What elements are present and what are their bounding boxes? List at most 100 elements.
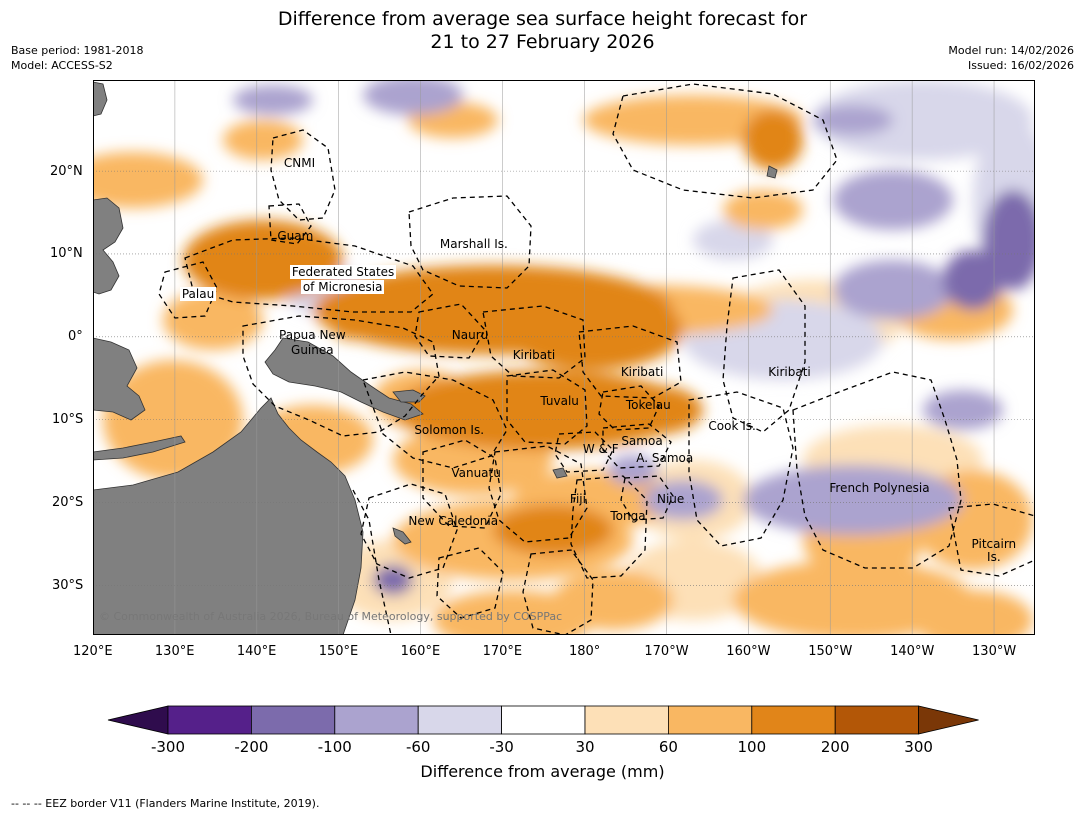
- anomaly-blob: [913, 590, 1033, 635]
- lon-tick-label: 170°E: [482, 644, 523, 659]
- place-label: Tuvalu: [540, 394, 579, 409]
- place-label: Pitcairn: [971, 536, 1017, 551]
- lon-tick-label: 180°: [568, 644, 601, 659]
- eez-marshall: [408, 195, 532, 289]
- colorbar-cell: [501, 705, 586, 735]
- anomaly-blob: [643, 480, 723, 520]
- meta-right: Model run: 14/02/2026 Issued: 16/02/2026: [948, 43, 1074, 73]
- lat-tick-label: 20°N: [50, 163, 83, 179]
- map-border: [93, 80, 1035, 635]
- anomaly-blob: [163, 290, 263, 350]
- eez-tokelau: [598, 385, 660, 431]
- lon-tick-label: 150°W: [808, 644, 853, 659]
- lon-tick-label: 140°W: [890, 644, 935, 659]
- eez-norfolk: [436, 547, 504, 619]
- australia-landmass: [93, 397, 364, 635]
- base-period: Base period: 1981-2018: [11, 44, 144, 57]
- place-label: Fiji: [569, 492, 586, 507]
- eez-kiribati-phoenix: [578, 325, 682, 399]
- place-label: Kiribati: [512, 348, 556, 362]
- chart-title: Difference from average sea surface heig…: [0, 8, 1085, 54]
- place-label: Kiribati: [768, 364, 811, 379]
- lon-tick-label: 140°E: [236, 644, 277, 659]
- anomaly-blob: [608, 455, 658, 485]
- colorbar-tick: 60: [658, 738, 678, 756]
- lon-tick-label: 160°W: [726, 644, 771, 659]
- eez-hawaii: [612, 83, 838, 199]
- timor-islands-landmass: [93, 435, 186, 461]
- colorbar: [107, 705, 979, 735]
- new-caledonia-landmass: [392, 527, 412, 545]
- colorbar-cell: [334, 705, 419, 735]
- place-label: Tonga: [610, 508, 646, 523]
- eez-wallis-futuna: [554, 431, 614, 473]
- place-label: Palau: [179, 286, 217, 301]
- eez-kiribati-gilbert: [482, 305, 586, 379]
- meta-left: Base period: 1981-2018 Model: ACCESS-S2: [11, 43, 143, 73]
- place-label: CNMI: [283, 155, 316, 170]
- map-panel: CNMI Guam Marshall Is. Federated States of M…: [93, 80, 1035, 635]
- colorbar-cell: [167, 705, 252, 735]
- anomaly-blob: [723, 190, 803, 230]
- colorbar-tick: -300: [150, 738, 186, 756]
- borneo-sulawesi-landmass: [93, 337, 146, 421]
- lat-tick-label: 0°: [68, 329, 83, 345]
- place-label: Is.: [987, 550, 1001, 565]
- colorbar-cell: [834, 705, 920, 735]
- eez-cook: [688, 391, 794, 547]
- anomaly-blob: [183, 220, 343, 300]
- place-label: Papua New: [279, 328, 346, 343]
- anomaly-blob: [733, 560, 973, 635]
- eez-samoa: [602, 423, 672, 469]
- lat-tick-label: 10°N: [50, 246, 83, 262]
- land-masses: [93, 81, 778, 635]
- colorbar-tick: 200: [820, 738, 850, 756]
- hawaii-landmass: [766, 165, 778, 179]
- chart-title-line-2: 21 to 27 February 2026: [430, 31, 655, 53]
- lon-tick-label: 170°W: [644, 644, 689, 659]
- place-label: New Caledonia: [408, 513, 499, 528]
- colorbar-cell: [751, 705, 836, 735]
- colorbar-tick: 100: [737, 738, 767, 756]
- graticule: [93, 80, 1035, 635]
- colorbar-tick: -30: [489, 738, 514, 756]
- colorbar-tick: -60: [405, 738, 431, 756]
- lat-tick-label: 20°S: [52, 494, 84, 510]
- anomaly-blob: [373, 565, 413, 595]
- place-label: Marshall Is.: [439, 237, 508, 251]
- eez-niue: [620, 475, 674, 521]
- model-name: Model: ACCESS-S2: [11, 59, 113, 72]
- place-label: Niue: [656, 492, 685, 507]
- anomaly-blob: [693, 220, 773, 260]
- colorbar-tick: -200: [234, 738, 269, 756]
- colorbar-tick: 300: [904, 738, 933, 756]
- taiwan-landmass: [93, 81, 108, 117]
- eez-australia-east: [352, 489, 392, 635]
- eez-cnmi: [270, 129, 336, 221]
- anomaly-blob: [743, 110, 803, 170]
- place-label: Guinea: [291, 343, 334, 358]
- anomaly-blob: [93, 152, 203, 208]
- eez-borders: [158, 83, 1035, 635]
- colorbar-cell: [668, 705, 753, 735]
- lon-tick-label: 160°E: [400, 644, 441, 659]
- colorbar-tick: -100: [317, 738, 352, 756]
- place-label: Kiribati: [620, 364, 664, 379]
- anomaly-blob: [743, 465, 963, 535]
- place-label: Guam: [277, 228, 314, 243]
- lon-tick-label: 120°E: [73, 644, 113, 659]
- anomaly-blob: [833, 260, 953, 320]
- eez-tonga: [570, 475, 648, 579]
- issued-date: Issued: 16/02/2026: [967, 59, 1074, 72]
- lon-tick-label: 130°E: [154, 644, 195, 659]
- new-guinea-landmass: [264, 337, 424, 421]
- colorbar-label: Difference from average (mm): [420, 762, 665, 781]
- place-label: Cook Is.: [708, 419, 756, 434]
- eez-solomon: [362, 371, 508, 469]
- place-label: Federated States: [289, 265, 397, 280]
- eez-new-zealand-kermadec: [522, 549, 594, 635]
- anomaly-blob: [233, 85, 313, 115]
- eez-fsm: [184, 237, 434, 313]
- philippines-landmass: [93, 197, 124, 295]
- place-label: Solomon Is.: [414, 422, 485, 437]
